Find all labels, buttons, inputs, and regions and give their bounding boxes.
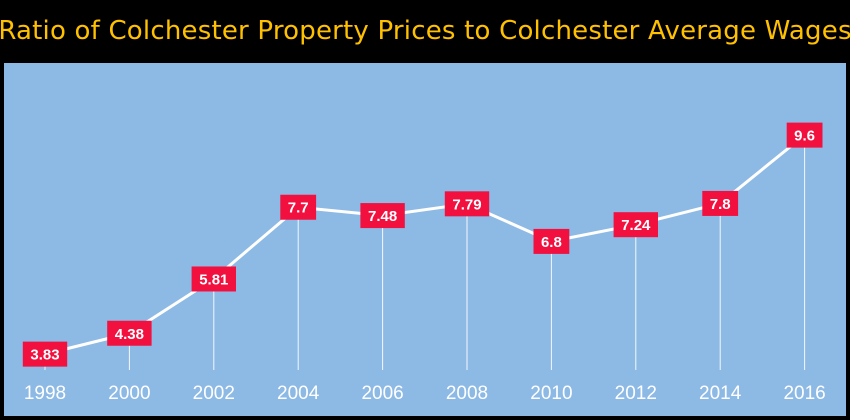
data-label-box bbox=[613, 212, 658, 238]
data-label: 7.24 bbox=[621, 217, 651, 234]
data-label: 5.81 bbox=[199, 271, 228, 288]
plot-area bbox=[4, 63, 846, 416]
x-tick-label: 2008 bbox=[446, 383, 488, 404]
x-tick-label: 1998 bbox=[24, 383, 66, 404]
x-tick-label: 2000 bbox=[108, 383, 150, 404]
x-tick-label: 2004 bbox=[277, 383, 320, 404]
data-label-box bbox=[786, 122, 823, 148]
data-label: 4.38 bbox=[115, 326, 144, 343]
chart-title: Ratio of Colchester Property Prices to C… bbox=[0, 16, 850, 46]
data-label: 3.83 bbox=[30, 347, 59, 364]
data-label-box bbox=[280, 194, 317, 220]
data-label-box bbox=[107, 320, 152, 346]
data-label: 7.8 bbox=[710, 196, 731, 213]
data-label-box bbox=[533, 228, 570, 254]
data-label-box bbox=[22, 341, 68, 367]
x-tick-label: 2010 bbox=[530, 383, 572, 404]
x-tick-label: 2012 bbox=[615, 383, 657, 404]
data-label-box bbox=[360, 203, 405, 229]
x-tick-label: 2006 bbox=[361, 383, 403, 404]
data-label-box bbox=[444, 191, 490, 217]
data-label: 6.8 bbox=[541, 234, 562, 251]
title-bar: Ratio of Colchester Property Prices to C… bbox=[0, 0, 850, 62]
data-label: 9.6 bbox=[794, 128, 815, 145]
x-tick-label: 2016 bbox=[783, 383, 825, 404]
data-label-box bbox=[702, 190, 739, 216]
data-label: 7.7 bbox=[288, 200, 309, 217]
x-tick-label: 2002 bbox=[193, 383, 235, 404]
x-tick-label: 2014 bbox=[699, 383, 742, 404]
data-label: 7.79 bbox=[452, 196, 481, 213]
series-line bbox=[44, 133, 806, 356]
data-label: 7.48 bbox=[368, 208, 397, 225]
data-label-box bbox=[191, 266, 236, 292]
